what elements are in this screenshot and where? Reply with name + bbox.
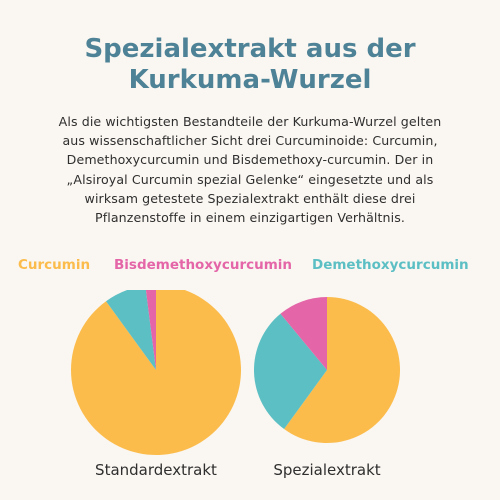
title-line-1: Spezialextrakt aus der (84, 34, 416, 64)
intro-line: aus wissenschaftlicher Sicht drei Curcum… (62, 133, 438, 149)
pie-slice-bisdemethoxycurcumin (280, 297, 327, 370)
pie-charts: Standardextrakt Spezialextrakt (71, 290, 400, 479)
pie-slice-demethoxycurcumin (106, 290, 156, 370)
pie-slice-curcumin (71, 290, 241, 455)
pie-slice-demethoxycurcumin (254, 313, 327, 430)
pie-slice-bisdemethoxycurcumin (145, 290, 156, 370)
pie-chart-label: Standardextrakt (95, 461, 217, 479)
legend-curcumin: Curcumin (18, 257, 91, 273)
intro-line: „Alsiroyal Curcumin spezial Gelenke“ ein… (66, 171, 434, 187)
pie-chart-label: Spezialextrakt (273, 461, 380, 479)
intro-line: Pflanzenstoffe in einem einzigartigen Ve… (95, 210, 405, 226)
pie-chart-standardextrakt: Standardextrakt (71, 290, 241, 479)
intro-line: wirksam getestete Spezialextrakt enthält… (84, 190, 416, 206)
page-title: Spezialextrakt aus der Kurkuma-Wurzel (0, 34, 500, 96)
legend-demethoxycurcumin: Demethoxycurcumin (312, 257, 469, 273)
legend-bisdemethoxycurcumin: Bisdemethoxycurcumin (114, 257, 293, 273)
intro-line: Als die wichtigsten Bestandteile der Kur… (58, 114, 442, 129)
intro-paragraph: Als die wichtigsten Bestandteile der Kur… (14, 112, 486, 227)
pie-chart-spezialextrakt: Spezialextrakt (254, 297, 400, 479)
title-line-2: Kurkuma-Wurzel (128, 65, 372, 95)
intro-line: Demethoxycurcumin und Bisdemethoxy-curcu… (66, 152, 434, 168)
pie-slice-curcumin (284, 297, 400, 443)
